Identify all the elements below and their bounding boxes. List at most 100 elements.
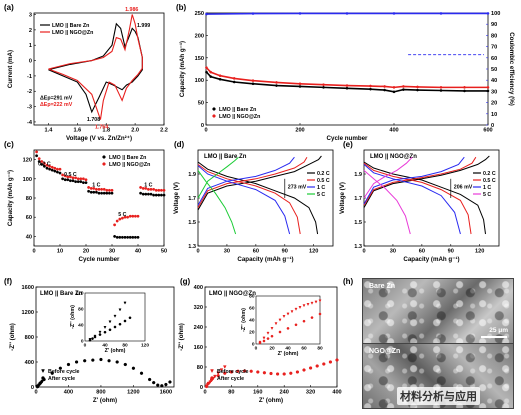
panel-title: LMO || Bare Zn (40, 291, 83, 297)
rate-point-series-1 (159, 188, 163, 192)
cycling-point (232, 80, 236, 84)
rate-point-series-1 (128, 214, 132, 218)
nyquist-point-series-1 (206, 381, 210, 385)
rate-point-series-0 (58, 171, 62, 175)
y-axis-label: Voltage (V) (173, 182, 180, 214)
rate-point-series-1 (63, 174, 67, 178)
y2-tick-label: 60 (491, 56, 497, 62)
y2-tick-label: 50 (491, 67, 497, 73)
nyquist-point-series-1 (242, 369, 247, 373)
y2-tick-label: 90 (491, 22, 497, 28)
inset-x-tick-label: 80 (122, 343, 128, 349)
x-tick-label: 80 (228, 390, 234, 396)
sem-image-ngo-zn: NGO@Zn (362, 343, 514, 409)
y-tick-label: 400 (194, 285, 203, 291)
nyquist-point-series-1 (50, 371, 54, 375)
rate-point-series-0 (162, 193, 166, 197)
inset-point-series-0 (262, 336, 266, 340)
inset-x-tick-label: 80 (317, 346, 323, 352)
rate-point-series-0 (35, 154, 39, 158)
nyquist-point-series-1 (289, 371, 293, 375)
cycling-point (251, 82, 255, 86)
y2-tick-label: 100 (491, 11, 500, 17)
cycling-point (298, 85, 302, 88)
y-tick-label: 1 (29, 43, 32, 49)
rate-point-series-0 (79, 180, 83, 184)
rate-point-series-1 (58, 167, 62, 171)
inset-point-series-0 (314, 300, 318, 304)
nyquist-point-series-1 (269, 371, 273, 376)
x-tick-label: 0 (203, 390, 206, 396)
x-tick-label: 90 (448, 249, 454, 255)
legend-marker (210, 369, 214, 374)
y2-tick-label: 70 (491, 45, 497, 51)
rate-point-series-1 (68, 175, 72, 179)
inset-point-series-0 (270, 327, 274, 331)
panel-label: (d) (174, 140, 185, 149)
nyquist-point-series-1 (216, 374, 220, 378)
inset-point-series-0 (306, 303, 310, 307)
cycling-point (383, 88, 386, 92)
nyquist-point-series-0 (213, 374, 217, 379)
legend-label: LMO || Bare Zn (219, 107, 256, 113)
x-tick-label: 10 (57, 249, 63, 255)
legend-label: 1 C (317, 185, 325, 191)
rate-point-series-1 (92, 186, 96, 190)
y-tick-label: 3 (29, 13, 32, 19)
x-tick-label: 30 (109, 249, 115, 255)
y-tick-label: 80 (197, 365, 203, 371)
x-tick-label: 2.0 (131, 128, 139, 134)
inset-y-axis-label: -Z'' (ohm) (241, 308, 247, 332)
y-tick-label: 100 (195, 78, 204, 84)
rate-point-series-0 (105, 191, 109, 195)
legend-marker (41, 376, 45, 380)
inset-point-series-1 (91, 337, 94, 340)
nyquist-point-series-1 (107, 359, 111, 363)
nyquist-point-series-1 (35, 385, 40, 389)
rate-point-series-1 (48, 164, 52, 168)
cycling-point (439, 86, 443, 89)
x-tick-label: 1.8 (102, 128, 110, 134)
rate-point-series-0 (81, 181, 85, 185)
panel-label: (g) (180, 277, 191, 286)
inset-y-tick-label: 40 (249, 318, 255, 324)
x-tick-label: 90 (282, 249, 288, 255)
y-tick-label: 1.5 (354, 220, 362, 226)
rate-point-series-0 (133, 235, 137, 239)
cycling-point (251, 79, 255, 82)
legend-label: 0.2 C (317, 171, 330, 177)
nyquist-point-series-1 (229, 370, 234, 374)
inset-x-tick-label: 20 (269, 346, 275, 352)
y2-tick-label: 30 (491, 89, 497, 95)
nyquist-point-series-1 (123, 362, 127, 367)
watermark: 材料分析与应用 (397, 387, 480, 405)
inset-point-series-1 (108, 328, 112, 332)
charge-curve-2 (197, 156, 295, 206)
inset-point-series-0 (298, 306, 302, 310)
nyquist-point-series-1 (262, 371, 267, 375)
peak-annotation: 1.764 (95, 125, 108, 131)
x-tick-label: 200 (295, 128, 304, 134)
nyquist-point-series-1 (308, 366, 313, 370)
inset-point-series-1 (262, 339, 266, 343)
x-tick-label: 60 (419, 249, 425, 255)
y-tick-label: 0 (31, 385, 34, 391)
rate-point-series-1 (162, 188, 166, 192)
rate-point-series-1 (126, 215, 130, 219)
panel-label: (c) (4, 140, 14, 149)
sem-label-ngo-zn: NGO@Zn (369, 348, 401, 355)
y-tick-label: 800 (25, 335, 34, 341)
cycling-point (298, 82, 302, 86)
y-tick-label: 0 (201, 123, 204, 129)
y-tick-label: 1.9 (188, 172, 196, 178)
legend-label: LMO || NGO@Zn (109, 162, 150, 168)
y-tick-label: 120 (23, 158, 32, 164)
rate-point-series-1 (40, 160, 44, 163)
inset-point-series-0 (108, 320, 112, 324)
cv-curve-series-0 (48, 22, 143, 114)
inset-point-series-0 (123, 301, 127, 305)
rate-point-series-1 (110, 188, 114, 192)
x-tick-label: 120 (475, 249, 484, 255)
nyquist-point-series-1 (328, 360, 333, 364)
nyquist-point-series-1 (115, 360, 119, 364)
